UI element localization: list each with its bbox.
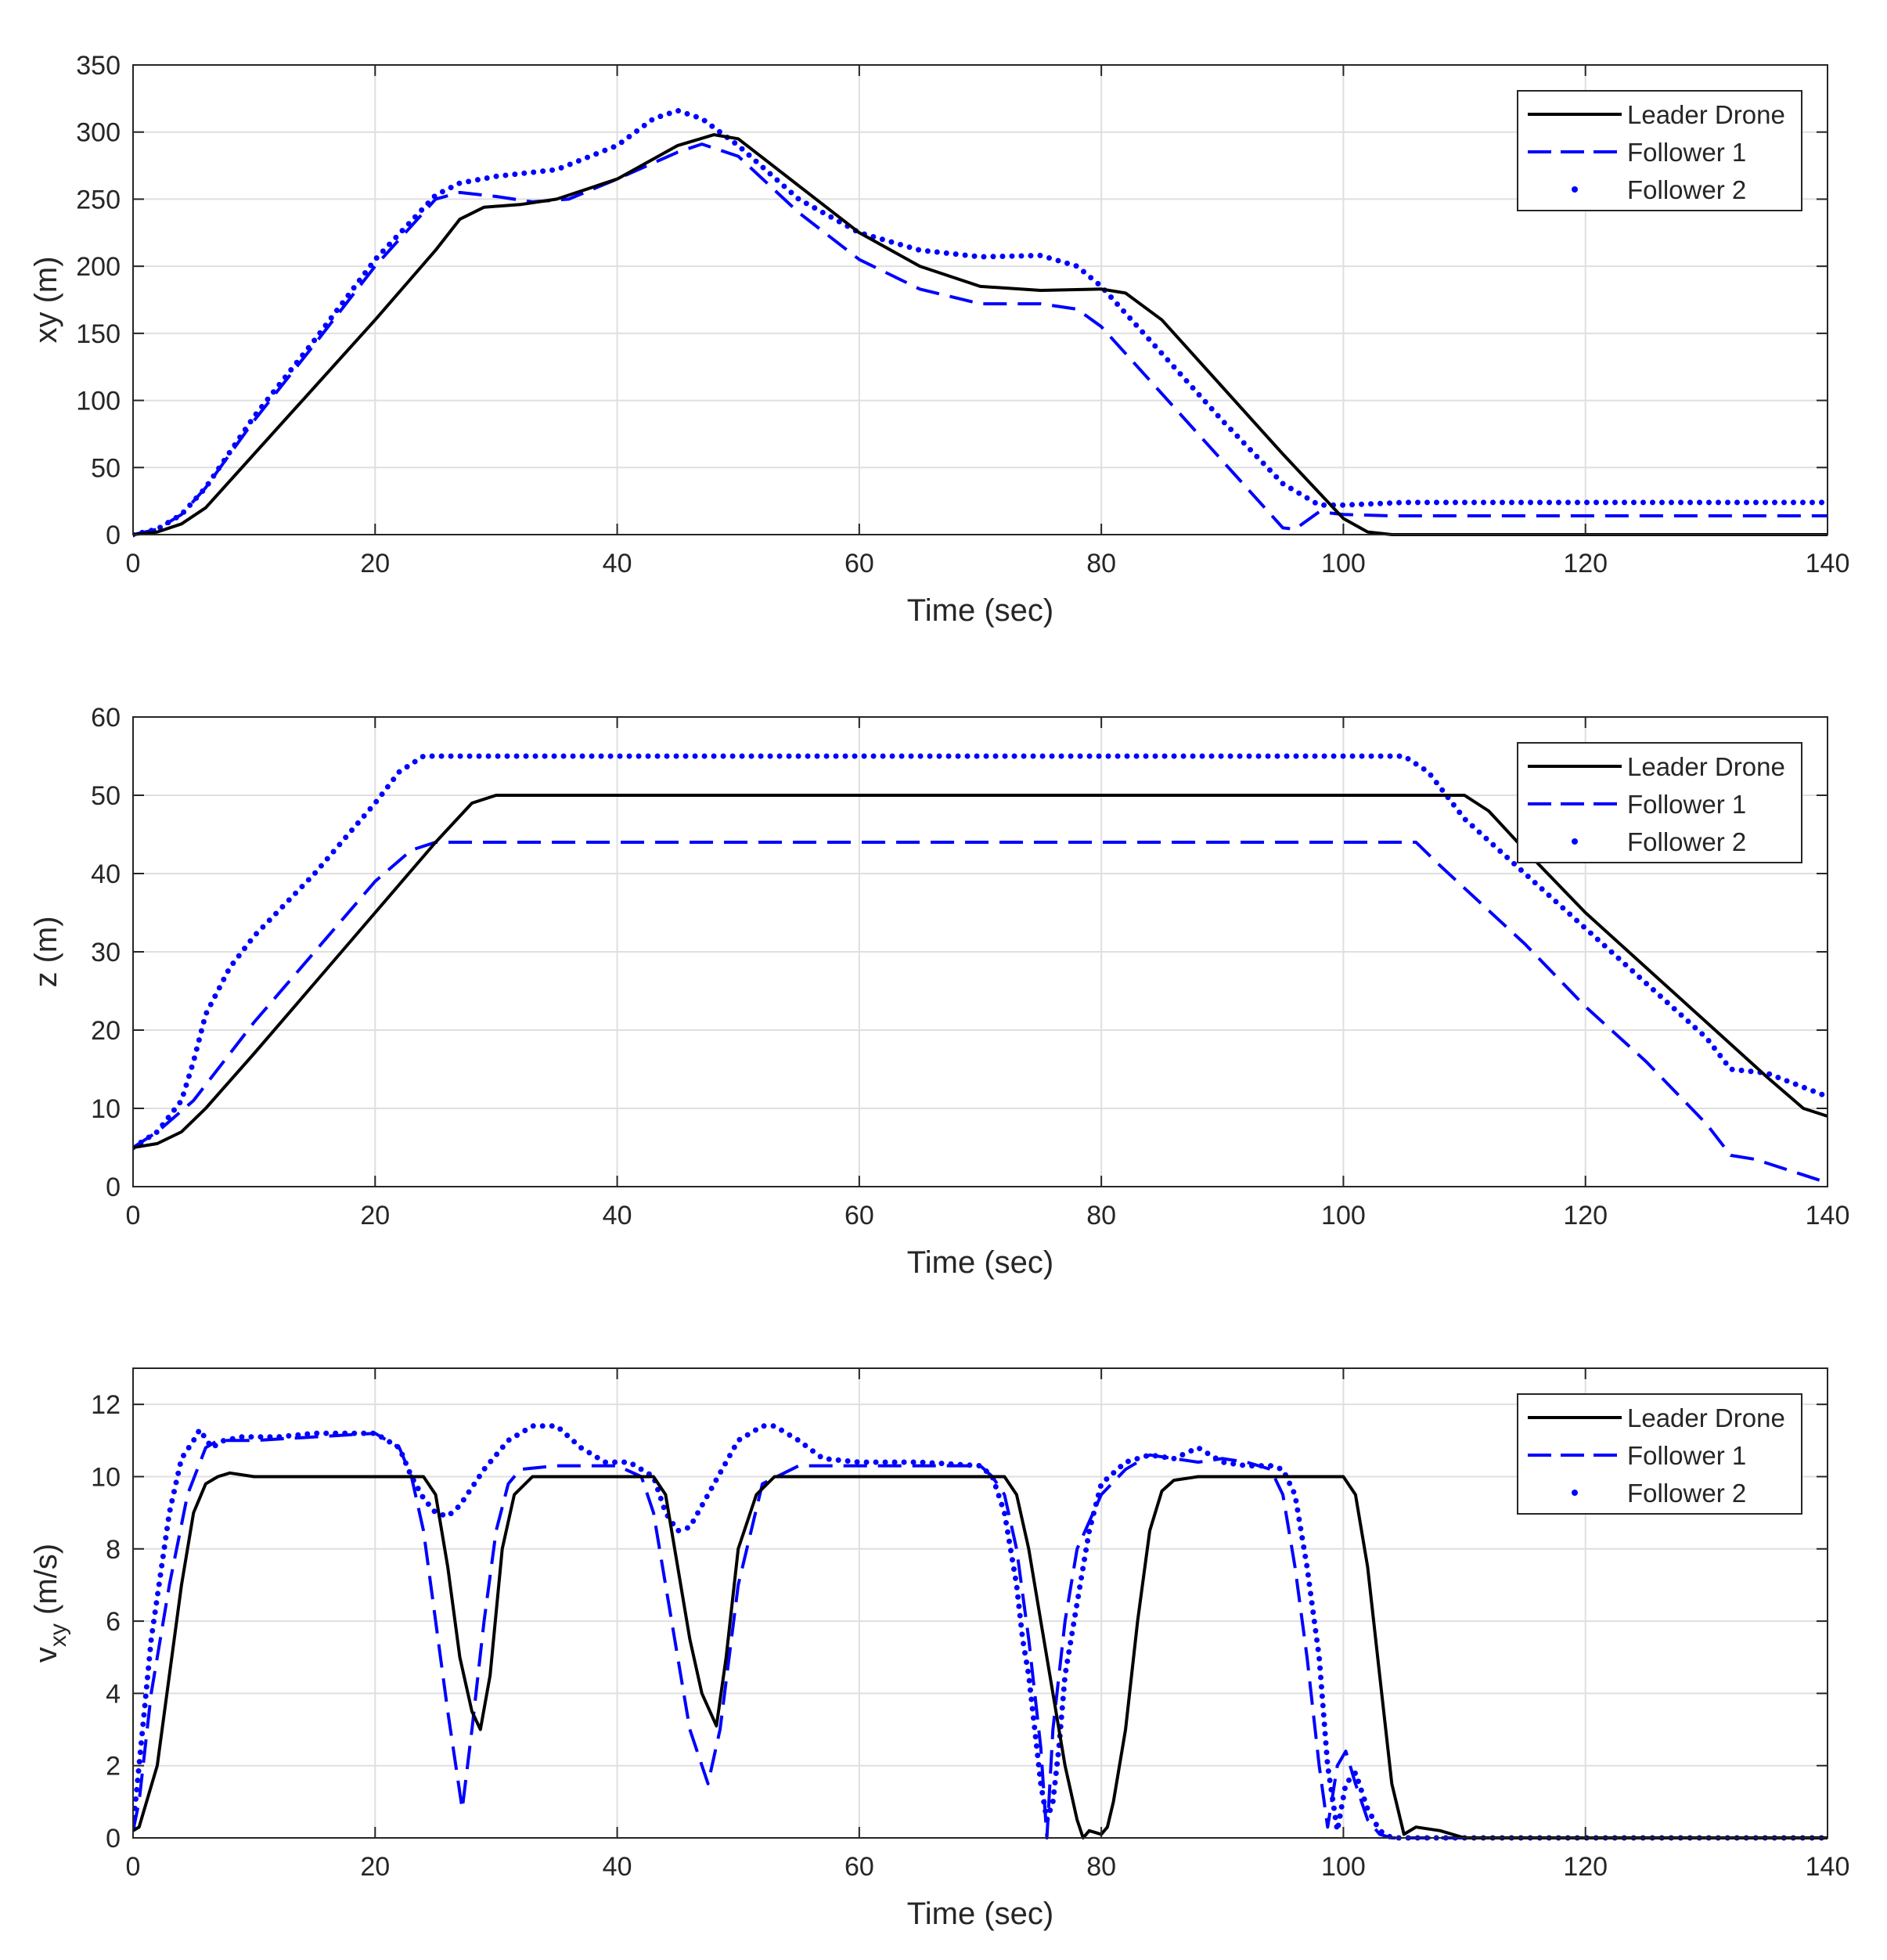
x-tick-label: 80 [1086, 1852, 1116, 1882]
series-line-leader-drone [133, 1471, 1828, 1839]
x-tick-label: 60 [844, 549, 874, 578]
legend-label-follower-1: Follower 1 [1627, 1441, 1746, 1470]
x-tick-label: 80 [1086, 1201, 1116, 1230]
axes-box [132, 64, 1828, 535]
series-line-follower-1 [133, 1432, 1828, 1839]
legend-label-follower-1: Follower 1 [1627, 790, 1746, 819]
x-tick-label: 0 [126, 549, 141, 578]
y-tick-label: 10 [91, 1094, 121, 1124]
legend-marker-follower-2 [1572, 186, 1578, 193]
x-tick-label: 80 [1086, 549, 1116, 578]
legend-label-leader-drone: Leader Drone [1627, 100, 1785, 129]
x-tick-label: 40 [603, 549, 632, 578]
legend: Leader Drone Follower 1 Follower 2 [1517, 742, 1802, 863]
y-tick-label: 20 [91, 1016, 121, 1046]
legend-label-follower-2: Follower 2 [1627, 827, 1746, 856]
x-tick-label: 120 [1563, 1201, 1608, 1230]
y-tick-label: 250 [76, 185, 121, 214]
y-tick-label: 40 [91, 859, 121, 889]
chart-panel-3: 0 20 40 60 80 100 120 140 0 2 4 6 8 10 12 Time (sec) vxy… [29, 1367, 1850, 1931]
x-axis-title: Time (sec) [907, 1245, 1053, 1280]
legend-label-follower-2: Follower 2 [1627, 175, 1746, 204]
chart-panel-2: 0 20 40 60 80 100 120 140 0 10 20 30 40 50 60 Time (sec… [29, 703, 1849, 1280]
x-tick-label: 0 [126, 1852, 141, 1882]
x-tick-label: 100 [1321, 1852, 1366, 1882]
y-axis-title-main: z (m) [29, 916, 63, 987]
y-tick-label: 50 [91, 781, 121, 811]
series-line-leader-drone [133, 794, 1828, 1149]
x-tick-label: 60 [844, 1201, 874, 1230]
y-tick-label: 200 [76, 252, 121, 282]
y-tick-label: 8 [106, 1535, 121, 1565]
x-tick-label: 60 [844, 1852, 874, 1882]
y-tick-label: 0 [106, 1173, 121, 1202]
y-tick-label: 2 [106, 1752, 121, 1782]
x-tick-label: 40 [603, 1201, 632, 1230]
y-axis-title-subscript: xy [45, 1623, 71, 1647]
y-axis-title: xy (m) [29, 256, 63, 343]
x-tick-label: 120 [1563, 549, 1608, 578]
x-tick-label: 20 [360, 1201, 390, 1230]
y-tick-label: 150 [76, 319, 121, 349]
y-tick-label: 6 [106, 1607, 121, 1637]
series-line-follower-2 [133, 753, 1828, 1151]
y-tick-label: 0 [106, 1824, 121, 1854]
series-group [133, 1423, 1828, 1841]
legend-marker-follower-2 [1572, 838, 1578, 845]
legend-label-leader-drone: Leader Drone [1627, 752, 1785, 781]
series-group [133, 753, 1828, 1184]
series-line-follower-1 [133, 841, 1828, 1184]
legend: Leader Drone Follower 1 Follower 2 [1517, 1393, 1802, 1515]
x-tick-label: 140 [1806, 1852, 1850, 1882]
x-tick-label: 20 [360, 1852, 390, 1882]
y-tick-label: 50 [91, 453, 121, 483]
x-tick-label: 20 [360, 549, 390, 578]
x-tick-label: 140 [1806, 549, 1850, 578]
x-tick-label: 100 [1321, 1201, 1366, 1230]
y-tick-label: 350 [76, 51, 121, 81]
series-group [133, 107, 1828, 538]
y-tick-label: 0 [106, 521, 121, 550]
x-axis-title: Time (sec) [907, 1897, 1053, 1931]
y-tick-label: 4 [106, 1679, 121, 1709]
legend-label-follower-1: Follower 1 [1627, 138, 1746, 167]
series-line-follower-2 [133, 107, 1828, 538]
y-tick-label: 60 [91, 703, 121, 733]
y-axis-title-main: v [29, 1647, 63, 1663]
x-tick-label: 120 [1563, 1852, 1608, 1882]
x-tick-label: 0 [126, 1201, 141, 1230]
series-line-leader-drone [133, 133, 1828, 536]
y-tick-label: 300 [76, 118, 121, 148]
x-tick-label: 40 [603, 1852, 632, 1882]
legend-marker-follower-2 [1572, 1490, 1578, 1496]
y-tick-label: 30 [91, 938, 121, 967]
x-axis-title: Time (sec) [907, 593, 1053, 628]
y-tick-label: 100 [76, 387, 121, 416]
y-axis-title-unit: (m/s) [29, 1544, 63, 1623]
y-axis-title: z (m) [29, 916, 63, 987]
legend: Leader Drone Follower 1 Follower 2 [1517, 90, 1802, 211]
axes-box [132, 1367, 1828, 1839]
chart-panel-1: 0 20 40 60 80 100 120 140 0 50 100 150 200 250 300 350 T… [29, 51, 1849, 628]
y-tick-label: 12 [91, 1390, 121, 1420]
x-tick-label: 100 [1321, 549, 1366, 578]
y-axis-title-main: xy (m) [29, 256, 63, 343]
y-axis-title: vxy (m/s) [29, 1544, 71, 1663]
x-tick-label: 140 [1806, 1201, 1850, 1230]
series-line-follower-1 [133, 142, 1828, 536]
series-line-follower-2 [133, 1423, 1828, 1841]
legend-label-follower-2: Follower 2 [1627, 1479, 1746, 1508]
y-tick-label: 10 [91, 1462, 121, 1492]
legend-label-leader-drone: Leader Drone [1627, 1403, 1785, 1432]
